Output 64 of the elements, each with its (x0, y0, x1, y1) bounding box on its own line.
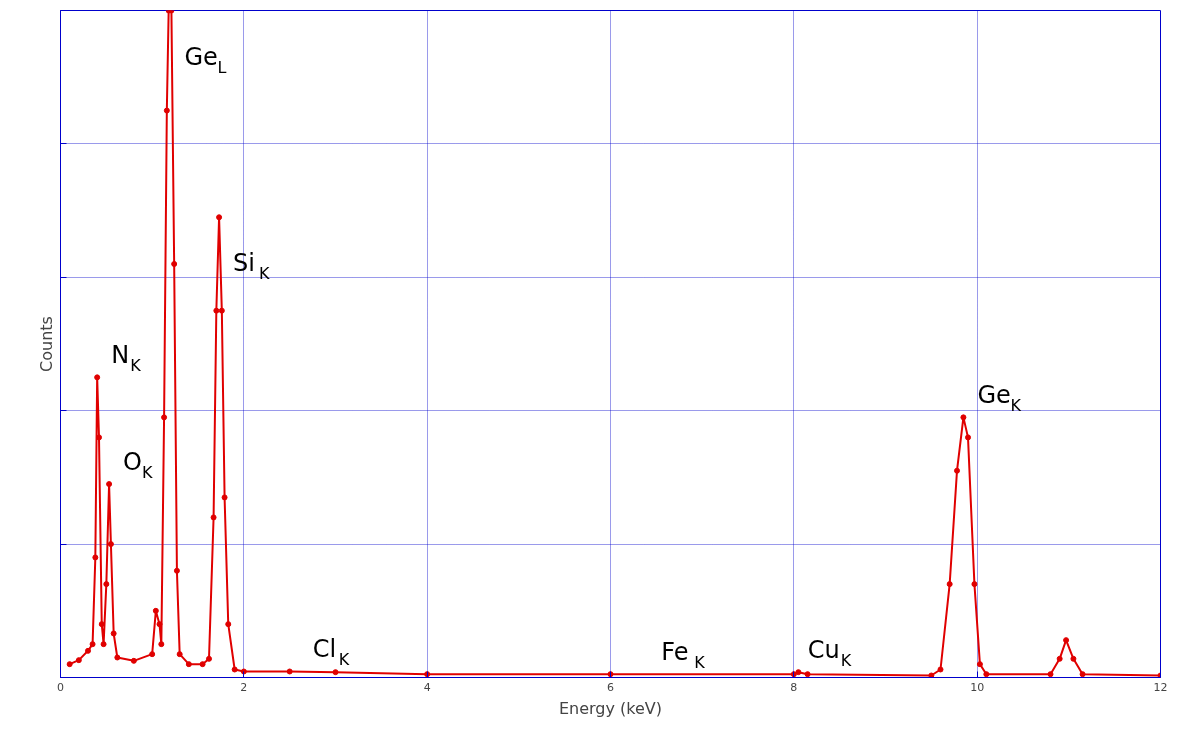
x-tick-label: 4 (423, 680, 431, 694)
point (795, 669, 802, 676)
x-axis-title: Energy (keV) (558, 698, 663, 718)
point (110, 630, 117, 637)
point (94, 374, 101, 381)
point (216, 214, 223, 221)
point (225, 621, 232, 628)
point (199, 661, 206, 668)
point (928, 672, 935, 678)
point (85, 647, 91, 654)
point (149, 651, 156, 658)
point (960, 414, 967, 421)
point (240, 668, 247, 675)
point (965, 434, 971, 441)
y-axis-title: Counts (36, 316, 56, 372)
point (1063, 637, 1070, 644)
point (332, 669, 339, 676)
point (66, 661, 73, 668)
x-tick-label: 2 (240, 680, 248, 694)
point (607, 671, 614, 678)
point (804, 671, 811, 678)
point (218, 307, 225, 314)
point (1070, 655, 1077, 662)
point (156, 621, 163, 628)
point (213, 307, 220, 314)
point (100, 641, 107, 648)
point (231, 666, 238, 673)
point (158, 641, 165, 648)
point (286, 668, 293, 675)
point (971, 581, 978, 588)
point (103, 581, 110, 588)
point (176, 651, 183, 658)
point (424, 671, 431, 678)
point (937, 666, 944, 673)
point (210, 514, 217, 521)
point (1056, 655, 1063, 662)
point (206, 655, 212, 662)
point (98, 621, 105, 628)
point (185, 661, 192, 668)
x-tick-label: 10 (970, 680, 985, 694)
point (92, 554, 99, 561)
x-tick-label: 6 (607, 680, 614, 694)
point (161, 414, 168, 421)
point (221, 494, 228, 501)
point (152, 607, 159, 614)
point (976, 661, 983, 668)
x-tick-label: 8 (790, 680, 798, 694)
point (173, 567, 180, 574)
point (96, 434, 102, 441)
x-tick-label: 12 (1153, 680, 1168, 694)
point (114, 654, 121, 661)
point (163, 107, 170, 114)
point (130, 657, 137, 664)
point (106, 481, 113, 488)
x-tick-label: 0 (57, 680, 64, 694)
point (946, 581, 953, 588)
point (89, 641, 96, 648)
point (1079, 671, 1086, 678)
point (107, 541, 114, 548)
point (954, 467, 960, 474)
point (171, 260, 178, 267)
point (983, 671, 990, 678)
point (1047, 671, 1054, 678)
point (75, 657, 82, 664)
